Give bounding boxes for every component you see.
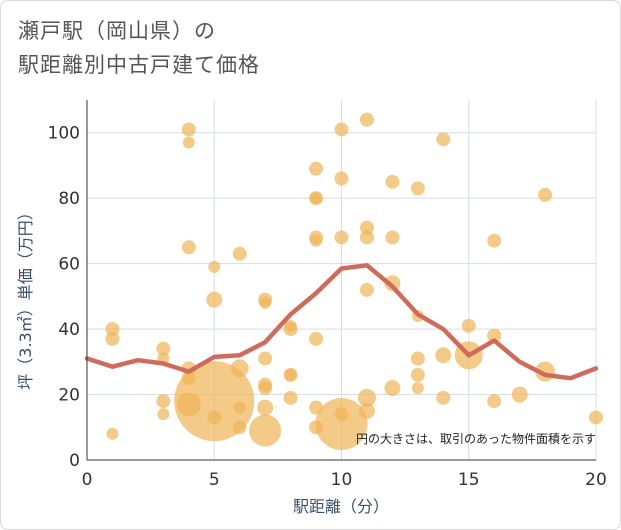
- bubble-point: [230, 359, 249, 378]
- bubble-point: [105, 331, 120, 346]
- bubble-point: [357, 388, 376, 407]
- chart-title-line1: 瀬戸駅（岡山県）の: [18, 19, 216, 43]
- y-tick-label: 60: [58, 255, 80, 275]
- y-tick-label: 0: [69, 451, 80, 471]
- y-tick-label: 20: [58, 386, 80, 406]
- x-tick-label: 5: [209, 470, 220, 490]
- bubble-point: [359, 220, 374, 235]
- bubble-point: [182, 136, 195, 149]
- bubble-point: [208, 260, 221, 273]
- bubble-point: [410, 181, 425, 196]
- bubble-point: [385, 230, 400, 245]
- y-tick-label: 40: [58, 320, 80, 340]
- bubble-point: [334, 171, 349, 186]
- bubble-point: [435, 347, 452, 364]
- bubble-point: [309, 161, 324, 176]
- x-tick-label: 20: [585, 470, 607, 490]
- bubble-point: [436, 132, 451, 147]
- y-axis-label: 坪（3.3㎡）単価（万円）: [16, 204, 35, 389]
- bubble-point: [105, 322, 120, 337]
- bubble-point: [106, 427, 119, 440]
- y-tick-label: 80: [58, 189, 80, 209]
- bubble-point: [157, 408, 170, 421]
- chart-title: 瀬戸駅（岡山県）の 駅距離別中古戸建て価格: [18, 14, 260, 82]
- bubble-point: [487, 394, 502, 409]
- bubble-point: [181, 122, 196, 137]
- bubble-point: [334, 122, 349, 137]
- bubble-point: [174, 361, 255, 442]
- bubble-point: [359, 230, 374, 245]
- bubble-point: [207, 410, 222, 425]
- x-axis-label: 駅距離（分）: [293, 497, 389, 516]
- bubble-series: [105, 112, 603, 450]
- bubble-point: [258, 351, 273, 366]
- size-note: 円の大きさは、取引のあった物件面積を示す: [356, 431, 596, 446]
- bubble-point: [284, 368, 297, 381]
- bubble-point: [258, 381, 273, 395]
- bubble-point: [310, 192, 323, 205]
- x-tick-label: 10: [331, 470, 353, 490]
- bubble-point: [410, 367, 425, 382]
- bubble-point: [315, 398, 368, 450]
- bubble-point: [257, 399, 274, 416]
- axes: 0 5 10 15 20 0 20 40 60 80 100: [48, 100, 607, 490]
- bubble-point: [181, 240, 196, 255]
- bubble-point: [358, 402, 375, 419]
- bubble-point: [487, 233, 502, 248]
- bubble-point: [259, 296, 272, 309]
- bubble-point: [385, 174, 400, 189]
- bubble-point: [156, 394, 171, 409]
- average-price-line: [84, 263, 599, 381]
- bubble-point: [384, 275, 401, 292]
- x-tick-label: 0: [82, 470, 93, 490]
- bubble-point: [206, 291, 223, 308]
- bubble-point: [233, 401, 246, 414]
- y-tick-label: 100: [48, 124, 80, 144]
- trend-series: [84, 263, 599, 381]
- chart-title-line2: 駅距離別中古戸建て価格: [18, 53, 260, 77]
- bubble-point: [359, 282, 374, 297]
- bubble-point: [589, 410, 603, 425]
- bubble-point: [232, 246, 247, 261]
- bubble-point: [487, 328, 502, 343]
- bubble-point: [511, 386, 528, 403]
- bubble-point: [411, 382, 424, 394]
- bubble-point: [334, 230, 349, 245]
- bubble-point: [232, 420, 247, 435]
- bubble-point: [384, 380, 401, 396]
- bubble-point: [461, 318, 476, 333]
- bubble-point: [538, 187, 553, 202]
- bubble-point: [359, 112, 374, 127]
- bubble-point: [156, 341, 171, 356]
- bubble-point: [283, 322, 298, 337]
- bubble-point: [249, 414, 282, 447]
- bubble-point: [283, 390, 298, 405]
- bubble-point: [436, 390, 451, 405]
- bubble-point: [410, 351, 425, 366]
- bubble-point: [309, 331, 324, 346]
- bubble-point: [310, 234, 323, 247]
- x-tick-label: 15: [458, 470, 480, 490]
